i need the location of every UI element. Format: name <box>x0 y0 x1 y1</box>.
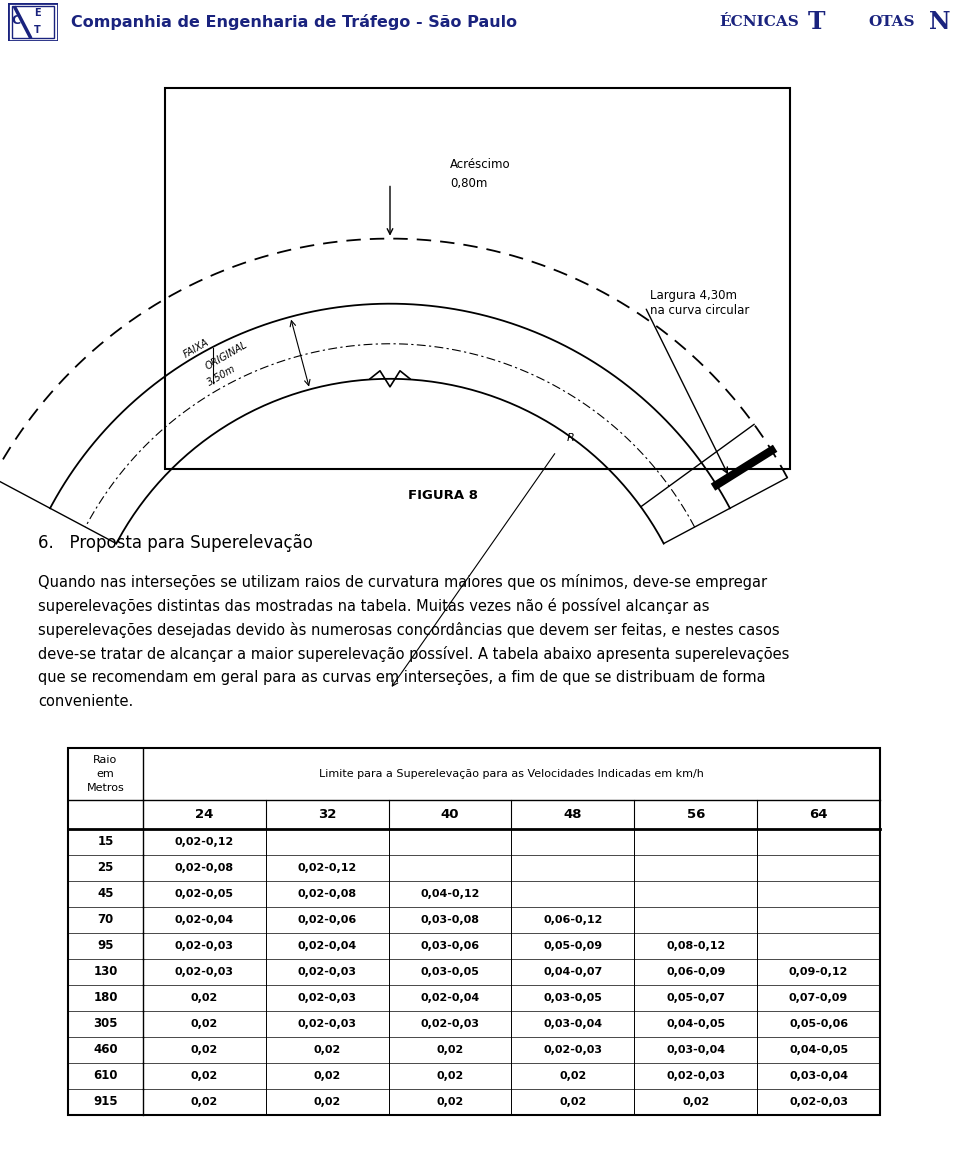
Text: 0,02-0,04: 0,02-0,04 <box>298 941 357 951</box>
Text: 0,06-0,09: 0,06-0,09 <box>666 967 726 976</box>
Text: 915: 915 <box>93 1096 118 1109</box>
Text: 0,02: 0,02 <box>191 1019 218 1029</box>
Text: ÉCNICAS: ÉCNICAS <box>719 15 799 29</box>
Text: 460: 460 <box>93 1043 118 1057</box>
Text: 0,02: 0,02 <box>314 1071 341 1081</box>
Text: 0,03-0,05: 0,03-0,05 <box>420 967 480 976</box>
Text: 0,02: 0,02 <box>191 1045 218 1055</box>
Text: 0,08-0,12: 0,08-0,12 <box>666 941 726 951</box>
Text: 0,04-0,05: 0,04-0,05 <box>789 1045 848 1055</box>
Text: 0,02-0,03: 0,02-0,03 <box>175 941 234 951</box>
Text: 0,03-0,05: 0,03-0,05 <box>543 992 602 1003</box>
Text: 0,03-0,04: 0,03-0,04 <box>543 1019 603 1029</box>
Text: R: R <box>566 434 574 444</box>
Text: 45: 45 <box>97 887 113 900</box>
Text: 0,03-0,06: 0,03-0,06 <box>420 941 480 951</box>
Text: FIGURA 8: FIGURA 8 <box>407 489 477 503</box>
Text: 95: 95 <box>97 940 113 952</box>
Text: 180: 180 <box>93 991 118 1004</box>
Text: deve-se tratar de alcançar a maior superelevação possível. A tabela abaixo apres: deve-se tratar de alcançar a maior super… <box>38 646 789 662</box>
Text: 0,02-0,12: 0,02-0,12 <box>175 836 234 846</box>
Text: Limite para a Superelevação para as Velocidades Indicadas em km/h: Limite para a Superelevação para as Velo… <box>319 769 704 780</box>
Text: 0,09-0,12: 0,09-0,12 <box>789 967 849 976</box>
Text: 0,04-0,07: 0,04-0,07 <box>543 967 603 976</box>
Text: 64: 64 <box>809 808 828 821</box>
Text: 40: 40 <box>441 808 459 821</box>
Text: 0,02: 0,02 <box>191 1071 218 1081</box>
Text: 0,04-0,12: 0,04-0,12 <box>420 889 480 898</box>
Text: 56: 56 <box>686 808 705 821</box>
Text: Acréscimo: Acréscimo <box>450 159 511 171</box>
Text: ORIGINAL: ORIGINAL <box>204 339 249 371</box>
Text: 15: 15 <box>97 835 113 848</box>
Text: 0,02: 0,02 <box>314 1045 341 1055</box>
Text: 6.   Proposta para Superelevação: 6. Proposta para Superelevação <box>38 534 313 552</box>
Text: 0,02: 0,02 <box>683 1097 709 1107</box>
Text: C: C <box>12 14 21 28</box>
Text: 0,02: 0,02 <box>191 992 218 1003</box>
Text: 0,03-0,08: 0,03-0,08 <box>420 914 480 925</box>
Text: 48: 48 <box>564 808 582 821</box>
Text: T: T <box>35 25 41 34</box>
Bar <box>12 7 54 38</box>
Text: na curva circular: na curva circular <box>650 304 750 316</box>
Text: OTAS: OTAS <box>868 15 915 29</box>
Text: superelevações desejadas devido às numerosas concordâncias que devem ser feitas,: superelevações desejadas devido às numer… <box>38 622 780 638</box>
Text: 0,02-0,03: 0,02-0,03 <box>543 1045 603 1055</box>
Bar <box>165 89 790 469</box>
Text: 0,02-0,03: 0,02-0,03 <box>298 967 357 976</box>
Text: 0,05-0,07: 0,05-0,07 <box>666 992 725 1003</box>
Text: 130: 130 <box>93 965 118 979</box>
Text: Quando nas interseções se utilizam raios de curvatura maiores que os mínimos, de: Quando nas interseções se utilizam raios… <box>38 574 767 590</box>
Text: conveniente.: conveniente. <box>38 695 133 710</box>
Text: 0,07-0,09: 0,07-0,09 <box>789 992 849 1003</box>
Text: 0,04-0,05: 0,04-0,05 <box>666 1019 726 1029</box>
Bar <box>68 749 880 1116</box>
Text: 0,02-0,06: 0,02-0,06 <box>298 914 357 925</box>
Text: 0,02-0,03: 0,02-0,03 <box>298 1019 357 1029</box>
Text: 0,02: 0,02 <box>191 1097 218 1107</box>
Text: 32: 32 <box>318 808 336 821</box>
Text: 0,80m: 0,80m <box>450 176 488 190</box>
Text: E: E <box>35 8 40 18</box>
Text: 0,02-0,05: 0,02-0,05 <box>175 889 234 898</box>
Text: 24: 24 <box>195 808 214 821</box>
Text: 0,02-0,03: 0,02-0,03 <box>175 967 234 976</box>
Text: 0,02-0,03: 0,02-0,03 <box>666 1071 725 1081</box>
Text: 610: 610 <box>93 1070 118 1082</box>
Text: 0,02: 0,02 <box>437 1071 464 1081</box>
Text: que se recomendam em geral para as curvas em interseções, a fim de que se distri: que se recomendam em geral para as curva… <box>38 670 766 685</box>
Text: 0,02: 0,02 <box>560 1097 587 1107</box>
Text: 0,02-0,12: 0,02-0,12 <box>298 862 357 873</box>
Text: Raio
em
Metros: Raio em Metros <box>86 756 125 794</box>
Text: 3,50m: 3,50m <box>205 363 237 388</box>
Text: 0,02-0,08: 0,02-0,08 <box>175 862 234 873</box>
Text: 25: 25 <box>97 861 113 874</box>
Text: 0,06-0,12: 0,06-0,12 <box>543 914 603 925</box>
Text: 0,02: 0,02 <box>437 1045 464 1055</box>
Text: Companhia de Engenharia de Tráfego - São Paulo: Companhia de Engenharia de Tráfego - São… <box>71 14 517 30</box>
Text: 0,03-0,04: 0,03-0,04 <box>789 1071 848 1081</box>
Text: 0,02-0,03: 0,02-0,03 <box>789 1097 848 1107</box>
Text: superelevações distintas das mostradas na tabela. Muitas vezes não é possível al: superelevações distintas das mostradas n… <box>38 598 709 614</box>
Text: 70: 70 <box>97 913 113 926</box>
Text: 0,02: 0,02 <box>560 1071 587 1081</box>
Text: Largura 4,30m: Largura 4,30m <box>650 289 737 301</box>
Text: 0,02: 0,02 <box>314 1097 341 1107</box>
Text: 0,02: 0,02 <box>437 1097 464 1107</box>
Text: 0,05-0,09: 0,05-0,09 <box>543 941 603 951</box>
Text: N: N <box>928 10 950 33</box>
Text: 0,03-0,04: 0,03-0,04 <box>666 1045 726 1055</box>
Text: 0,02-0,03: 0,02-0,03 <box>420 1019 480 1029</box>
Text: 0,02-0,04: 0,02-0,04 <box>420 992 480 1003</box>
Text: T: T <box>808 10 826 33</box>
Text: FAIXA: FAIXA <box>181 337 211 360</box>
Text: 0,02-0,04: 0,02-0,04 <box>175 914 234 925</box>
Text: 0,02-0,03: 0,02-0,03 <box>298 992 357 1003</box>
Text: 0,05-0,06: 0,05-0,06 <box>789 1019 848 1029</box>
Text: 305: 305 <box>93 1018 118 1030</box>
Text: 0,02-0,08: 0,02-0,08 <box>298 889 357 898</box>
